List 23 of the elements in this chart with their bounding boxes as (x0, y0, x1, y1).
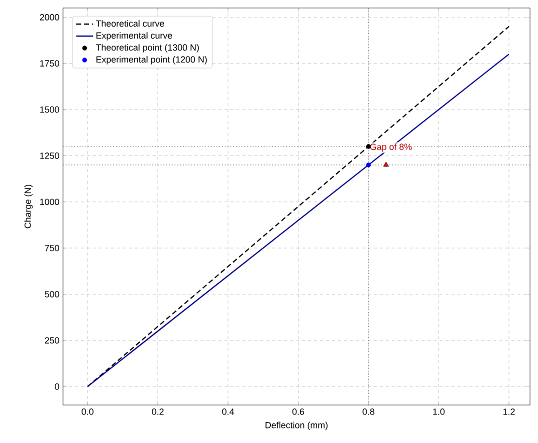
y-tick-label: 1250 (40, 152, 60, 159)
annotation: Gap of 8% (370, 143, 412, 152)
x-axis-title: Deflection (mm) (266, 422, 328, 430)
y-tick-label: 250 (44, 337, 60, 344)
legend-label: Theoretical curve (96, 20, 164, 27)
y-tick-label: 750 (44, 244, 60, 252)
legend-label: Theoretical point (1300 N) (96, 44, 199, 52)
y-axis-title: Charge (N) (24, 184, 33, 228)
x-tick-label: 1.2 (503, 408, 515, 415)
y-tick-label: 1000 (40, 198, 60, 206)
x-tick-label: 0.8 (362, 408, 374, 415)
y-tick-label: 1750 (40, 60, 60, 67)
legend-label: Experimental curve (96, 32, 172, 40)
x-tick-label: 0.0 (82, 408, 94, 415)
y-tick-label: 1500 (40, 106, 60, 113)
y-tick-label: 0 (54, 383, 60, 390)
x-tick-label: 1.0 (433, 408, 445, 415)
x-tick-label: 0.6 (292, 408, 304, 415)
x-tick-label: 0.2 (152, 408, 164, 415)
y-tick-label: 500 (44, 291, 60, 298)
y-tick-label: 2000 (40, 14, 60, 20)
legend-label: Experimental point (1200 N) (96, 56, 207, 64)
x-tick-label: 0.4 (222, 408, 234, 415)
